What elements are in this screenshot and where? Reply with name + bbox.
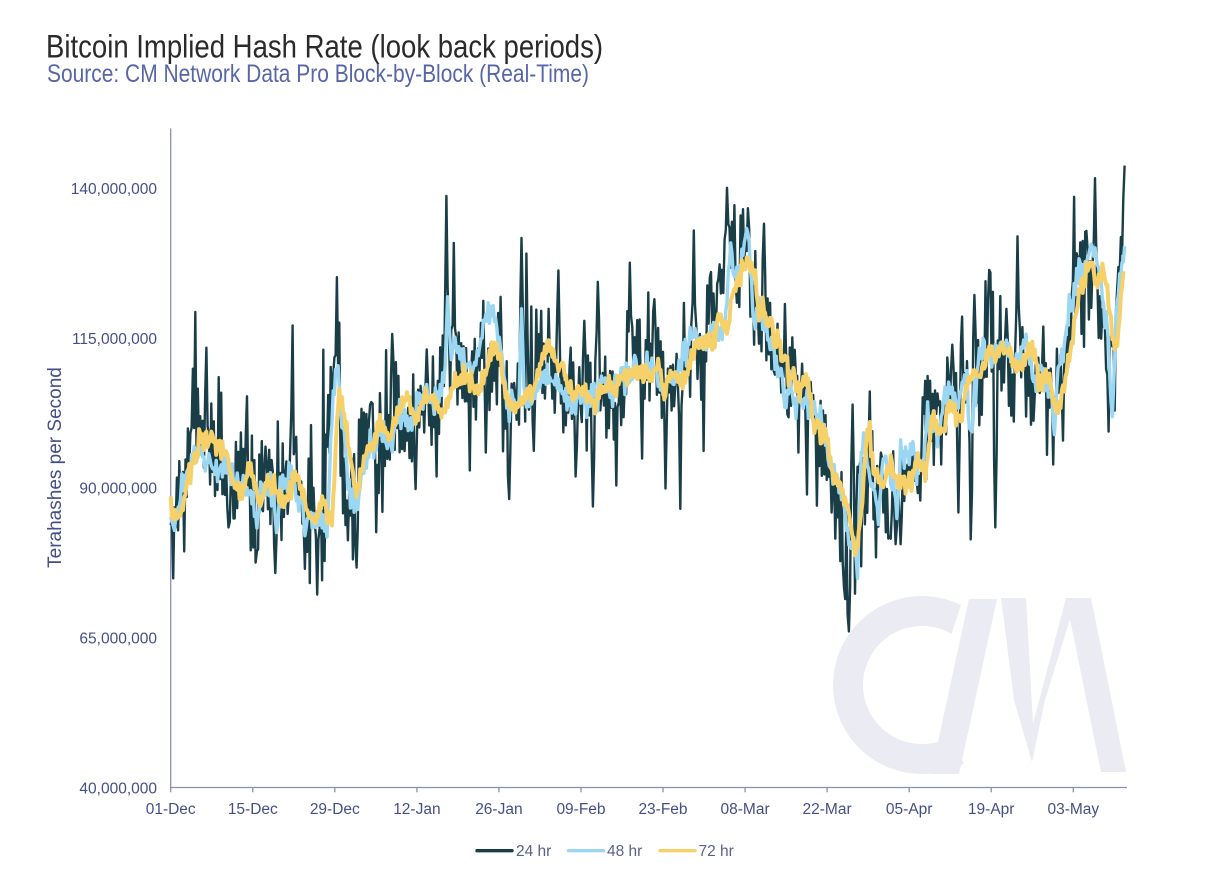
svg-text:12-Jan: 12-Jan [393,801,440,818]
svg-text:48 hr: 48 hr [607,843,642,860]
svg-text:Terahashes per Second: Terahashes per Second [45,367,66,568]
svg-text:09-Feb: 09-Feb [556,801,605,818]
svg-text:23-Feb: 23-Feb [638,801,687,818]
svg-text:22-Mar: 22-Mar [803,801,852,818]
svg-text:08-Mar: 08-Mar [721,801,770,818]
svg-text:01-Dec: 01-Dec [146,801,196,818]
svg-text:03-May: 03-May [1047,801,1099,818]
svg-text:24 hr: 24 hr [516,843,551,860]
svg-text:19-Apr: 19-Apr [968,801,1015,818]
svg-text:40,000,000: 40,000,000 [79,780,157,797]
svg-text:65,000,000: 65,000,000 [79,630,157,647]
svg-text:29-Dec: 29-Dec [310,801,360,818]
svg-text:140,000,000: 140,000,000 [71,181,158,198]
svg-text:72 hr: 72 hr [699,843,734,860]
svg-text:Bitcoin Implied Hash Rate (loo: Bitcoin Implied Hash Rate (look back per… [46,29,603,65]
svg-text:05-Apr: 05-Apr [886,801,933,818]
svg-text:15-Dec: 15-Dec [228,801,278,818]
svg-text:115,000,000: 115,000,000 [72,331,157,348]
svg-text:90,000,000: 90,000,000 [79,481,157,498]
svg-text:Source: CM Network Data Pro Bl: Source: CM Network Data Pro Block-by-Blo… [47,60,589,88]
svg-text:26-Jan: 26-Jan [475,801,522,818]
